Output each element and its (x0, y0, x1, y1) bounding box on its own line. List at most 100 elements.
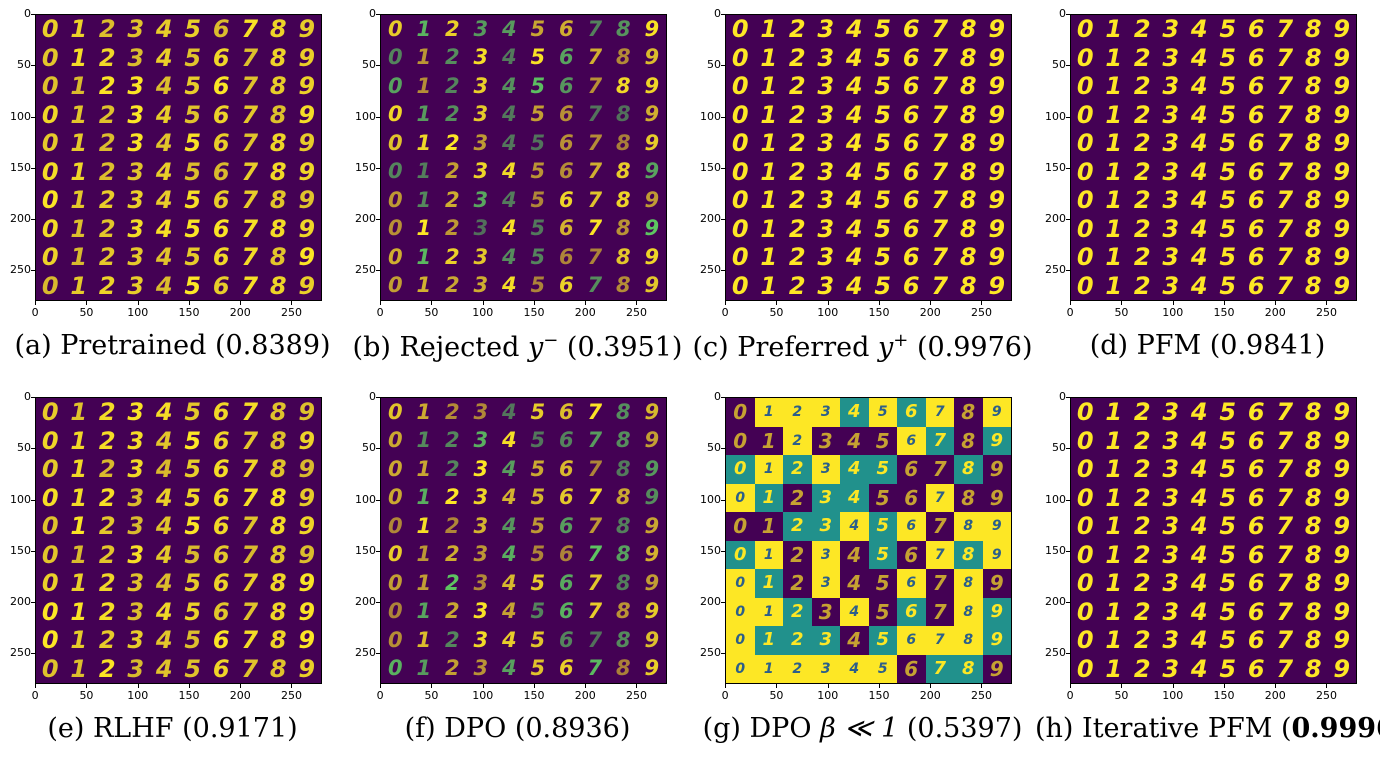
x-tick-mark (1223, 301, 1225, 305)
x-tick-mark (431, 301, 433, 305)
digit-cell: 2 (1133, 157, 1151, 186)
digit-cell: 3 (473, 273, 489, 298)
digit-cell: 8 (615, 656, 631, 681)
digit-cell: 8 (269, 654, 287, 683)
digit-cell: 9 (644, 45, 660, 70)
digit-cell: 2 (98, 43, 116, 72)
y-tick-label: 200 (700, 212, 721, 225)
y-tick-label: 150 (10, 160, 31, 174)
digit-cell: 4 (155, 43, 173, 72)
digit-cell: 9 (1333, 483, 1351, 512)
x-tick-mark (585, 684, 586, 688)
digit-cell: 3 (817, 157, 835, 186)
digit-cell: 8 (954, 569, 983, 598)
x-tick-label: 200 (1264, 689, 1286, 702)
digit-cell: 7 (1276, 569, 1294, 598)
digit-cell: 0 (41, 569, 59, 598)
digit-cell: 5 (184, 626, 202, 655)
digit-cell: 5 (530, 627, 546, 652)
digit-cell: 7 (1276, 15, 1294, 44)
digit-cell: 0 (387, 513, 403, 538)
digit-cell: 5 (530, 216, 546, 241)
x-tick-label: 50 (424, 306, 439, 319)
y-tick-label: 150 (1045, 543, 1066, 557)
digit-cell: 7 (1276, 540, 1294, 569)
digit-cell: 5 (1219, 186, 1237, 215)
digit-cell: 6 (1247, 426, 1265, 455)
digit-cell: 5 (184, 100, 202, 129)
digit-cell: 0 (387, 399, 403, 424)
x-tick-label: 150 (868, 306, 890, 319)
digit-cell: 0 (41, 243, 59, 272)
digit-cell: 2 (1133, 271, 1151, 300)
digit-cell: 9 (982, 512, 1011, 541)
digit-cell: 8 (959, 243, 977, 272)
y-tick-mark (376, 270, 380, 272)
y-tick-label: 150 (355, 543, 376, 557)
digit-cell: 7 (241, 597, 259, 626)
x-tick-mark (725, 684, 726, 688)
digit-cell: 9 (298, 483, 316, 512)
digit-cell: 9 (1333, 100, 1351, 129)
caption-prefix: (d) PFM (1089, 330, 1202, 361)
digit-cell: 3 (1162, 243, 1180, 272)
digit-cell: 2 (444, 542, 460, 567)
digit-cell: 1 (1105, 455, 1123, 484)
digit-cell: 6 (902, 15, 920, 44)
y-tick-mark (721, 14, 725, 15)
x-tick-label: 50 (79, 306, 94, 319)
digit-cell: 0 (387, 273, 403, 298)
y-tick-mark (721, 116, 725, 118)
digit-cell: 0 (41, 540, 59, 569)
digit-cell: 1 (1105, 129, 1123, 158)
digit-cell: 4 (840, 597, 869, 626)
digit-cell: 9 (644, 244, 660, 269)
y-tick-mark (31, 499, 35, 501)
digit-cell: 7 (241, 72, 259, 101)
digit-cell: 5 (1219, 72, 1237, 101)
caption-score: (0.3951) (566, 332, 683, 363)
y-tick-label: 100 (10, 109, 31, 123)
digit-cell: 9 (988, 186, 1006, 215)
digit-cell: 2 (788, 129, 806, 158)
digit-cell: 3 (127, 597, 145, 626)
digit-cell: 7 (241, 569, 259, 598)
digit-cell: 2 (444, 485, 460, 510)
x-tick-mark (827, 684, 829, 688)
y-tick-label: 200 (700, 595, 721, 608)
digit-cell: 2 (788, 15, 806, 44)
digit-cell: 9 (982, 426, 1011, 455)
digit-cell: 2 (98, 214, 116, 243)
digit-cell: 8 (269, 483, 287, 512)
digit-cell: 0 (387, 45, 403, 70)
digit-cell: 8 (954, 626, 983, 655)
y-tick-label: 250 (10, 263, 31, 277)
digit-cell: 3 (1162, 100, 1180, 129)
digit-cell: 9 (988, 100, 1006, 129)
digit-cell: 0 (387, 73, 403, 98)
y-tick-label: 100 (1045, 492, 1066, 506)
y-tick-mark (376, 219, 380, 220)
digit-cell: 6 (902, 72, 920, 101)
digit-cell: 1 (416, 485, 432, 510)
digit-cell: 7 (925, 540, 954, 569)
digit-cell: 4 (847, 428, 862, 453)
digit-cell: 0 (387, 542, 403, 567)
digit-cell: 9 (644, 456, 660, 481)
digit-cell: 1 (754, 398, 783, 427)
digit-cell: 4 (501, 273, 517, 298)
digit-cell: 0 (726, 483, 755, 512)
digit-cell: 1 (70, 100, 88, 129)
digit-cell: 3 (817, 186, 835, 215)
digit-cell: 5 (868, 626, 897, 655)
digit-cell: 8 (615, 599, 631, 624)
digit-cell: 6 (558, 102, 574, 127)
digit-cell: 6 (212, 426, 230, 455)
y-tick-label: 250 (700, 646, 721, 660)
digit-cell: 4 (845, 186, 863, 215)
digit-cell: 1 (70, 426, 88, 455)
digit-cell: 5 (184, 214, 202, 243)
digit-cell: 2 (1133, 597, 1151, 626)
digit-cell: 3 (473, 102, 489, 127)
digit-cell: 8 (615, 570, 631, 595)
